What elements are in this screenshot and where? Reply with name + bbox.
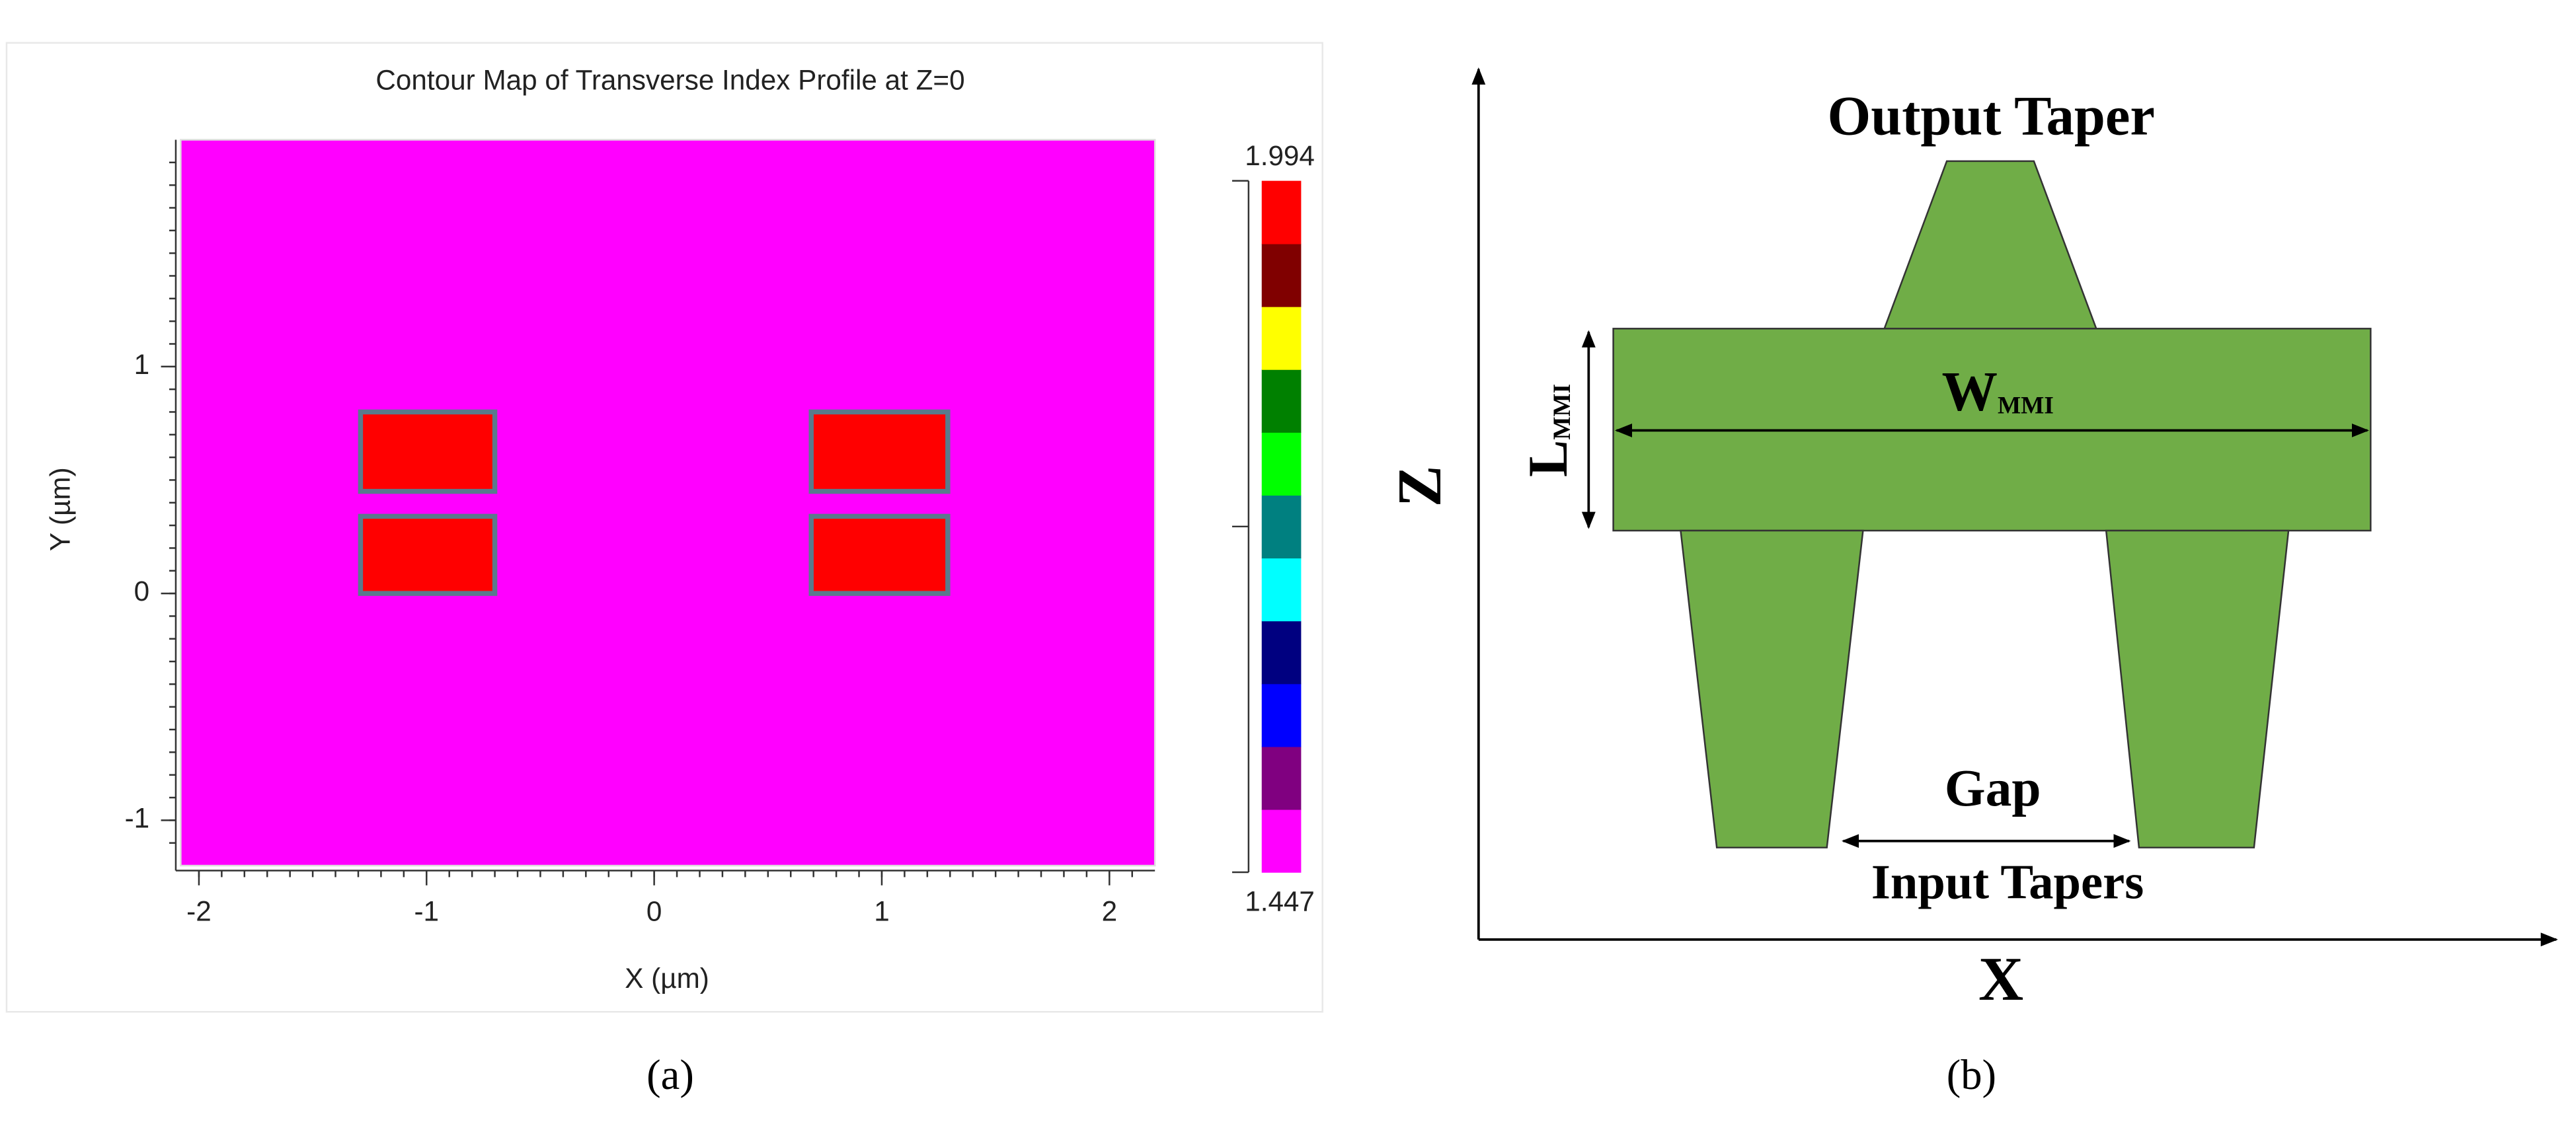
y-tick-label: 1 — [134, 349, 149, 380]
y-axis-label: Y (µm) — [45, 467, 76, 551]
length-label-sub: MMI — [1549, 384, 1576, 440]
background-region — [180, 139, 1156, 867]
y-tick-label: 0 — [134, 576, 149, 607]
x-tick-label: -1 — [414, 895, 439, 926]
length-label: LMMI — [1518, 384, 1580, 477]
colorbar-cell — [1261, 432, 1302, 496]
input-taper — [1680, 529, 1864, 848]
axis-x-label: X — [1978, 945, 2023, 1014]
colorbar-label: 1.447 — [1245, 885, 1315, 916]
width-label-main: W — [1941, 361, 1998, 423]
width-label: WMMI — [1941, 361, 2053, 423]
width-label-sub: MMI — [1998, 392, 2054, 419]
x-tick-label: 2 — [1102, 895, 1118, 926]
colorbar-cell — [1261, 683, 1302, 747]
input-tapers-label: Input Tapers — [1871, 855, 2144, 909]
colorbar-label: 1.994 — [1245, 140, 1315, 171]
panel-frame — [5, 42, 1323, 1013]
colorbar-cell — [1261, 746, 1302, 810]
x-tick-label: 1 — [874, 895, 890, 926]
index-region — [808, 513, 951, 596]
colorbar-cell — [1261, 306, 1302, 370]
caption: (b) — [1947, 1051, 1996, 1099]
colorbar-cell — [1261, 369, 1302, 433]
x-tick-label: 0 — [646, 895, 662, 926]
output-taper — [1883, 160, 2098, 330]
index-region — [808, 409, 951, 494]
length-label-main: L — [1518, 440, 1580, 477]
colorbar-cell — [1261, 180, 1302, 244]
x-axis-label: X (µm) — [625, 963, 709, 994]
colorbar-cell — [1261, 243, 1302, 307]
index-region — [358, 513, 498, 596]
colorbar-cell — [1261, 809, 1302, 873]
input-taper — [2105, 529, 2290, 848]
colorbar-cell — [1261, 495, 1302, 559]
y-tick-label: -1 — [125, 803, 150, 834]
gap-label: Gap — [1945, 759, 2041, 817]
caption: (a) — [646, 1051, 694, 1099]
x-tick-label: -2 — [186, 895, 212, 926]
colorbar-cell — [1261, 558, 1302, 622]
index-region — [358, 409, 498, 494]
chart-title: Contour Map of Transverse Index Profile … — [375, 65, 964, 96]
output-taper-label: Output Taper — [1827, 86, 2154, 147]
diagram: Z X Output Taper WMMI LMMI Gap Input Tap… — [1386, 67, 2558, 1014]
colorbar-cell — [1261, 620, 1302, 685]
axis-z-label: Z — [1386, 465, 1454, 507]
